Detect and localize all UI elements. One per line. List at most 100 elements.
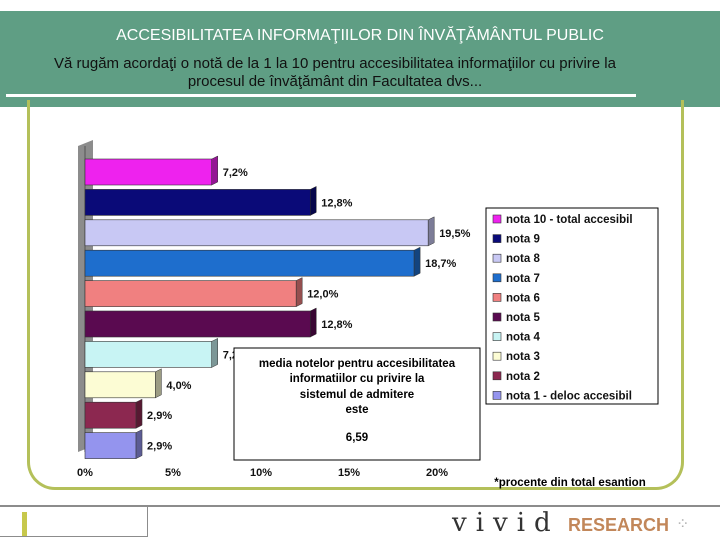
legend-swatch	[492, 351, 502, 361]
legend-label: nota 2	[506, 371, 540, 383]
brand-dots-icon: ⁘	[676, 516, 690, 533]
bar-label-8: 4,0%	[166, 380, 191, 392]
footer-accent-mark	[22, 512, 27, 536]
bar-label-9: 2,9%	[147, 410, 172, 422]
bar-face	[84, 219, 429, 247]
legend-label: nota 8	[506, 253, 540, 265]
annotation-line-2: informatiilor cu privire la	[290, 373, 425, 385]
bar-label-1: 7,2%	[223, 167, 248, 179]
bar-face	[84, 432, 137, 459]
legend-label: nota 3	[506, 351, 540, 363]
bar-face	[84, 189, 311, 216]
bar-10	[84, 429, 143, 460]
bar-face	[84, 249, 415, 277]
chart-legend: nota 10 - total accesibil nota 9 nota 8 not…	[492, 214, 633, 402]
chart-footnote: *procente din total esantion	[494, 477, 645, 489]
legend-item-2: nota 9	[492, 234, 540, 246]
bar-face	[84, 310, 311, 338]
chart-bars	[84, 155, 435, 460]
bar-2	[84, 185, 317, 216]
legend-label: nota 9	[506, 234, 540, 246]
bar-face	[84, 401, 137, 429]
legend-item-6: nota 5	[492, 312, 540, 324]
legend-swatch	[492, 273, 502, 283]
subtitle-line-2: procesul de învăţământ din Facultatea dv…	[187, 73, 483, 90]
annotation-line-3: sistemul de admitere	[300, 389, 414, 401]
legend-item-8: nota 3	[492, 351, 540, 363]
bar-label-3: 19,5%	[439, 228, 470, 240]
annotation-box	[233, 347, 481, 461]
bar-face	[84, 371, 156, 399]
bar-end-cap	[155, 368, 162, 399]
slide-title: ACCESIBILITATEA INFORMAŢIILOR DIN ÎNVĂŢĂ…	[116, 27, 604, 44]
bar-label-10: 2,9%	[147, 441, 172, 453]
legend-item-5: nota 6	[492, 292, 540, 304]
legend-label: nota 4	[506, 332, 540, 344]
bar-end-cap	[427, 216, 435, 247]
bar-end-cap	[135, 398, 143, 429]
annotation-line-4: este	[345, 404, 368, 416]
x-tick-2: 10%	[250, 467, 272, 479]
legend-swatch	[492, 293, 502, 302]
legend-item-9: nota 2	[492, 371, 540, 383]
bar-9	[84, 398, 143, 429]
footer-corner-box	[0, 507, 148, 537]
chart-frame	[27, 100, 684, 490]
bar-label-4: 18,7%	[425, 258, 456, 270]
chart-annotation: media notelor pentru accesibilitatea inf…	[259, 358, 456, 444]
bar-3	[84, 216, 435, 247]
legend-swatch	[492, 234, 502, 243]
bar-label-5: 12,0%	[307, 289, 338, 301]
bar-label-2: 12,8%	[321, 197, 352, 209]
legend-label: nota 5	[506, 312, 540, 324]
bar-7	[84, 337, 218, 368]
bar-end-cap	[310, 185, 317, 216]
bar-6	[84, 307, 317, 338]
legend-item-3: nota 8	[492, 253, 540, 265]
bar-end-cap	[135, 429, 143, 460]
annotation-line-1: media notelor pentru accesibilitatea	[259, 358, 456, 370]
legend-swatch	[492, 253, 502, 263]
bar-end-cap	[295, 277, 303, 308]
legend-swatch	[492, 371, 502, 381]
legend-swatch	[492, 391, 502, 400]
x-tick-0: 0%	[77, 467, 93, 479]
bar-end-cap	[211, 155, 218, 186]
bar-4	[84, 246, 421, 277]
bar-1	[84, 155, 218, 186]
header-band	[0, 11, 720, 107]
x-tick-1: 5%	[165, 467, 181, 479]
bar-end-cap	[413, 246, 421, 277]
bar-end-cap	[310, 307, 317, 338]
legend-item-4: nota 7	[492, 273, 540, 285]
bar-label-6: 12,8%	[321, 319, 352, 331]
header-underline	[6, 94, 636, 97]
bar-face	[84, 341, 213, 368]
annotation-value: 6,59	[346, 432, 368, 444]
brand-name: vivid	[452, 508, 560, 538]
legend-item-10: nota 1 - deloc accesibil	[492, 390, 632, 402]
bar-face	[84, 158, 213, 186]
bar-face	[84, 280, 297, 307]
brand-suffix: RESEARCH	[568, 515, 670, 535]
legend-swatch	[492, 332, 502, 341]
x-tick-3: 15%	[338, 467, 360, 479]
footer-rule	[0, 505, 720, 507]
legend-item-1: nota 10 - total accesibil	[492, 214, 633, 226]
subtitle-line-1: Vă rugăm acordaţi o notă de la 1 la 10 p…	[54, 55, 616, 72]
bar-8	[84, 368, 162, 399]
bar-5	[84, 277, 303, 308]
legend-label: nota 10 - total accesibil	[506, 214, 633, 226]
legend-swatch	[492, 312, 502, 322]
legend-swatch	[492, 214, 502, 224]
legend-label: nota 1 - deloc accesibil	[506, 390, 632, 402]
legend-item-7: nota 4	[492, 332, 540, 344]
legend-label: nota 7	[506, 273, 540, 285]
slide-subtitle: Vă rugăm acordaţi o notă de la 1 la 10 p…	[0, 55, 670, 91]
legend-box	[485, 207, 659, 405]
x-tick-4: 20%	[426, 467, 448, 479]
legend-label: nota 6	[506, 292, 540, 304]
chart-x-ticks: 0% 5% 10% 15% 20%	[77, 467, 448, 479]
bar-end-cap	[211, 337, 218, 368]
